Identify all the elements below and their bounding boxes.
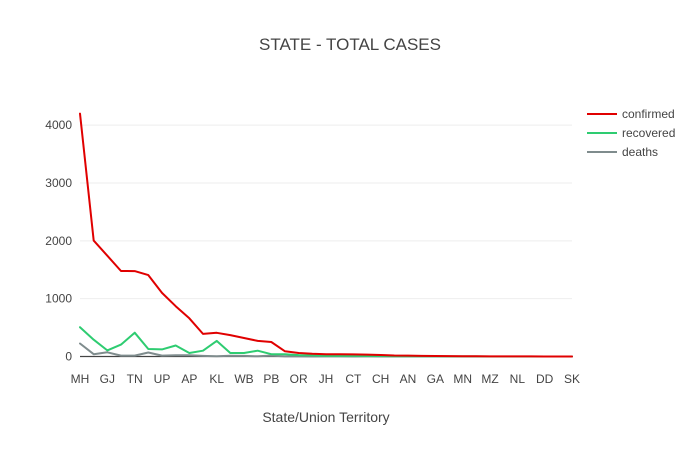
x-tick-label: CT <box>345 372 362 386</box>
x-tick-label: OR <box>290 372 308 386</box>
x-tick-label: AP <box>181 372 197 386</box>
legend-label: confirmed <box>622 107 675 121</box>
chart-title: STATE - TOTAL CASES <box>259 35 441 54</box>
legend-label: deaths <box>622 145 658 159</box>
legend-item-recovered[interactable]: recovered <box>587 126 675 140</box>
x-tick-label: JH <box>319 372 334 386</box>
x-tick-label: GA <box>427 372 444 386</box>
x-tick-label: MZ <box>481 372 498 386</box>
x-tick-label: UP <box>154 372 171 386</box>
y-tick-label: 1000 <box>45 292 72 306</box>
series-line-recovered <box>79 326 573 358</box>
legend-item-deaths[interactable]: deaths <box>587 145 658 159</box>
series-line-confirmed <box>79 112 573 358</box>
y-tick-label: 0 <box>65 350 72 364</box>
x-axis-label: State/Union Territory <box>262 409 389 425</box>
legend[interactable]: confirmed recovered deaths <box>587 107 675 159</box>
x-tick-label: SK <box>564 372 580 386</box>
y-tick-label: 2000 <box>45 234 72 248</box>
x-tick-label: CH <box>372 372 389 386</box>
y-tick-label: 4000 <box>45 118 72 132</box>
x-tick-label: MH <box>71 372 90 386</box>
x-tick-label: MN <box>453 372 472 386</box>
x-tick-label: DD <box>536 372 554 386</box>
grid-lines <box>80 124 572 358</box>
x-tick-label: GJ <box>100 372 115 386</box>
series-lines <box>79 112 573 358</box>
y-tick-label: 3000 <box>45 176 72 190</box>
x-tick-label: NL <box>510 372 526 386</box>
x-tick-label: WB <box>234 372 253 386</box>
x-tick-label: AN <box>400 372 417 386</box>
x-tick-label: PB <box>263 372 279 386</box>
axis-ticks: 0 1000 2000 3000 4000 MH GJ TN UP AP KL WB PB OR JH CT C… <box>45 118 580 386</box>
legend-label: recovered <box>622 126 675 140</box>
legend-item-confirmed[interactable]: confirmed <box>587 107 675 121</box>
x-tick-label: KL <box>209 372 224 386</box>
x-tick-label: TN <box>127 372 143 386</box>
